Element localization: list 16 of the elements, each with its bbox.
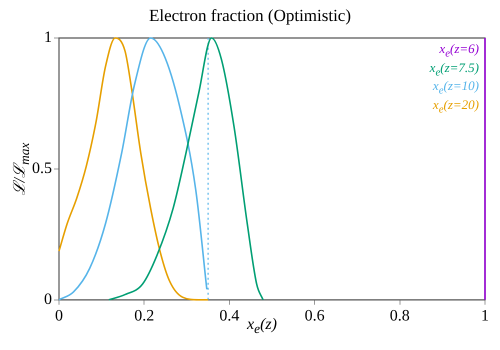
chart-title: Electron fraction (Optimistic) <box>148 6 352 26</box>
y-tick-label: 0.5 <box>32 160 52 178</box>
y-tick-label: 0 <box>44 291 52 308</box>
series-label: x$_{e}$(z=6) <box>438 41 479 61</box>
x-tick-label: 0.4 <box>219 308 240 325</box>
x-tick-label: 1 <box>481 308 489 325</box>
text: x$_{e}$(z=7.5) <box>430 60 479 80</box>
line-series <box>108 37 264 301</box>
text: x$_{e}$(z=10) <box>432 78 479 98</box>
x-tick-label: 0.2 <box>134 308 154 325</box>
x-tick-label: 0.8 <box>390 308 410 325</box>
y-tick-label: 1 <box>44 29 52 46</box>
x-tick-label: 0 <box>55 308 63 325</box>
x-tick-label: 0.6 <box>304 308 325 325</box>
x-axis-title: x$_{e}$(z) <box>247 316 277 336</box>
text: x$_{e}$(z=20) <box>432 96 479 116</box>
